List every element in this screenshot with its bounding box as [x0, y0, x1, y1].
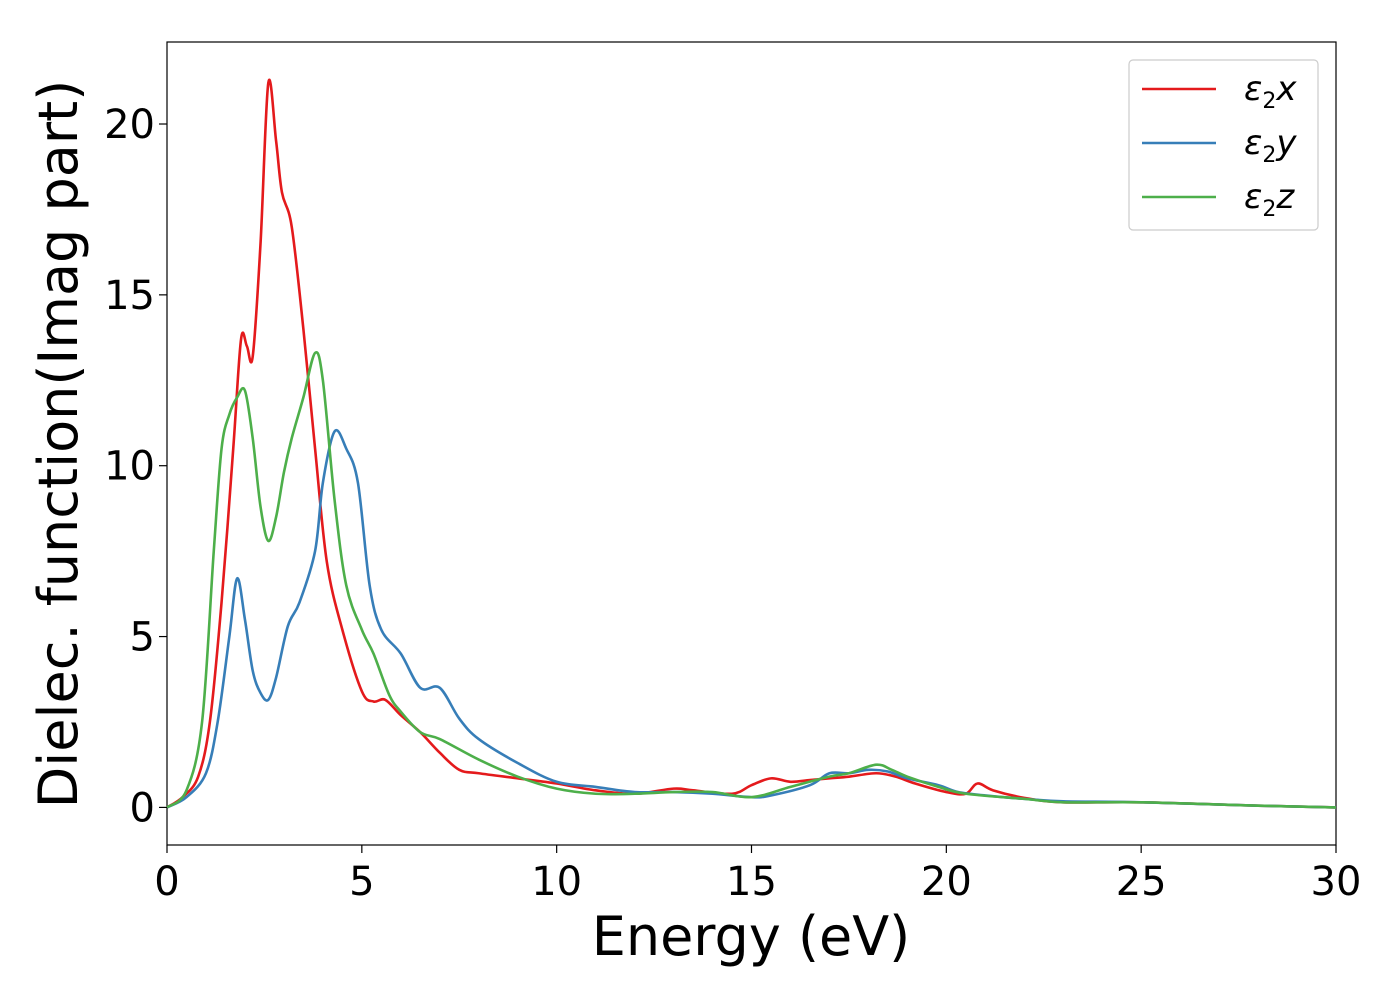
legend-box [1128, 59, 1319, 231]
legend-label-variable: x [1275, 69, 1297, 109]
legend-label-base: ε [1244, 177, 1262, 217]
x-tick-label: 30 [1311, 859, 1362, 905]
series-line-z [166, 351, 1337, 809]
x-tick-label: 10 [531, 859, 582, 905]
legend-label-z: ε2z [1244, 177, 1295, 222]
x-axis-title: Energy (eV) [592, 905, 911, 968]
legend-label-y: ε2y [1244, 123, 1297, 168]
y-axis-title: Dielec. function(Imag part) [27, 80, 90, 809]
legend-label-variable: y [1275, 123, 1297, 163]
y-tick-label: 15 [104, 273, 155, 319]
x-axis: 0 5 10 15 20 25 30 [154, 845, 1361, 905]
y-tick-label: 0 [130, 785, 155, 831]
series-layer [166, 78, 1337, 809]
x-tick-label: 15 [726, 859, 777, 905]
y-tick-label: 10 [104, 444, 155, 490]
y-axis: 0 5 10 15 20 [104, 102, 167, 831]
x-tick-label: 25 [1116, 859, 1167, 905]
legend-label-subscript: 2 [1262, 89, 1276, 114]
y-tick-label: 20 [104, 102, 155, 148]
series-line-y [166, 428, 1337, 809]
x-tick-label: 0 [154, 859, 179, 905]
legend-label-variable: z [1275, 177, 1295, 217]
legend-label-subscript: 2 [1262, 197, 1276, 222]
legend-label-x: ε2x [1244, 69, 1297, 114]
series-line-x [166, 78, 1337, 809]
legend-label-base: ε [1244, 69, 1262, 109]
legend-label-subscript: 2 [1262, 143, 1276, 168]
legend-label-base: ε [1244, 123, 1262, 163]
y-tick-label: 5 [130, 615, 155, 661]
x-tick-label: 20 [921, 859, 972, 905]
x-tick-label: 5 [349, 859, 374, 905]
